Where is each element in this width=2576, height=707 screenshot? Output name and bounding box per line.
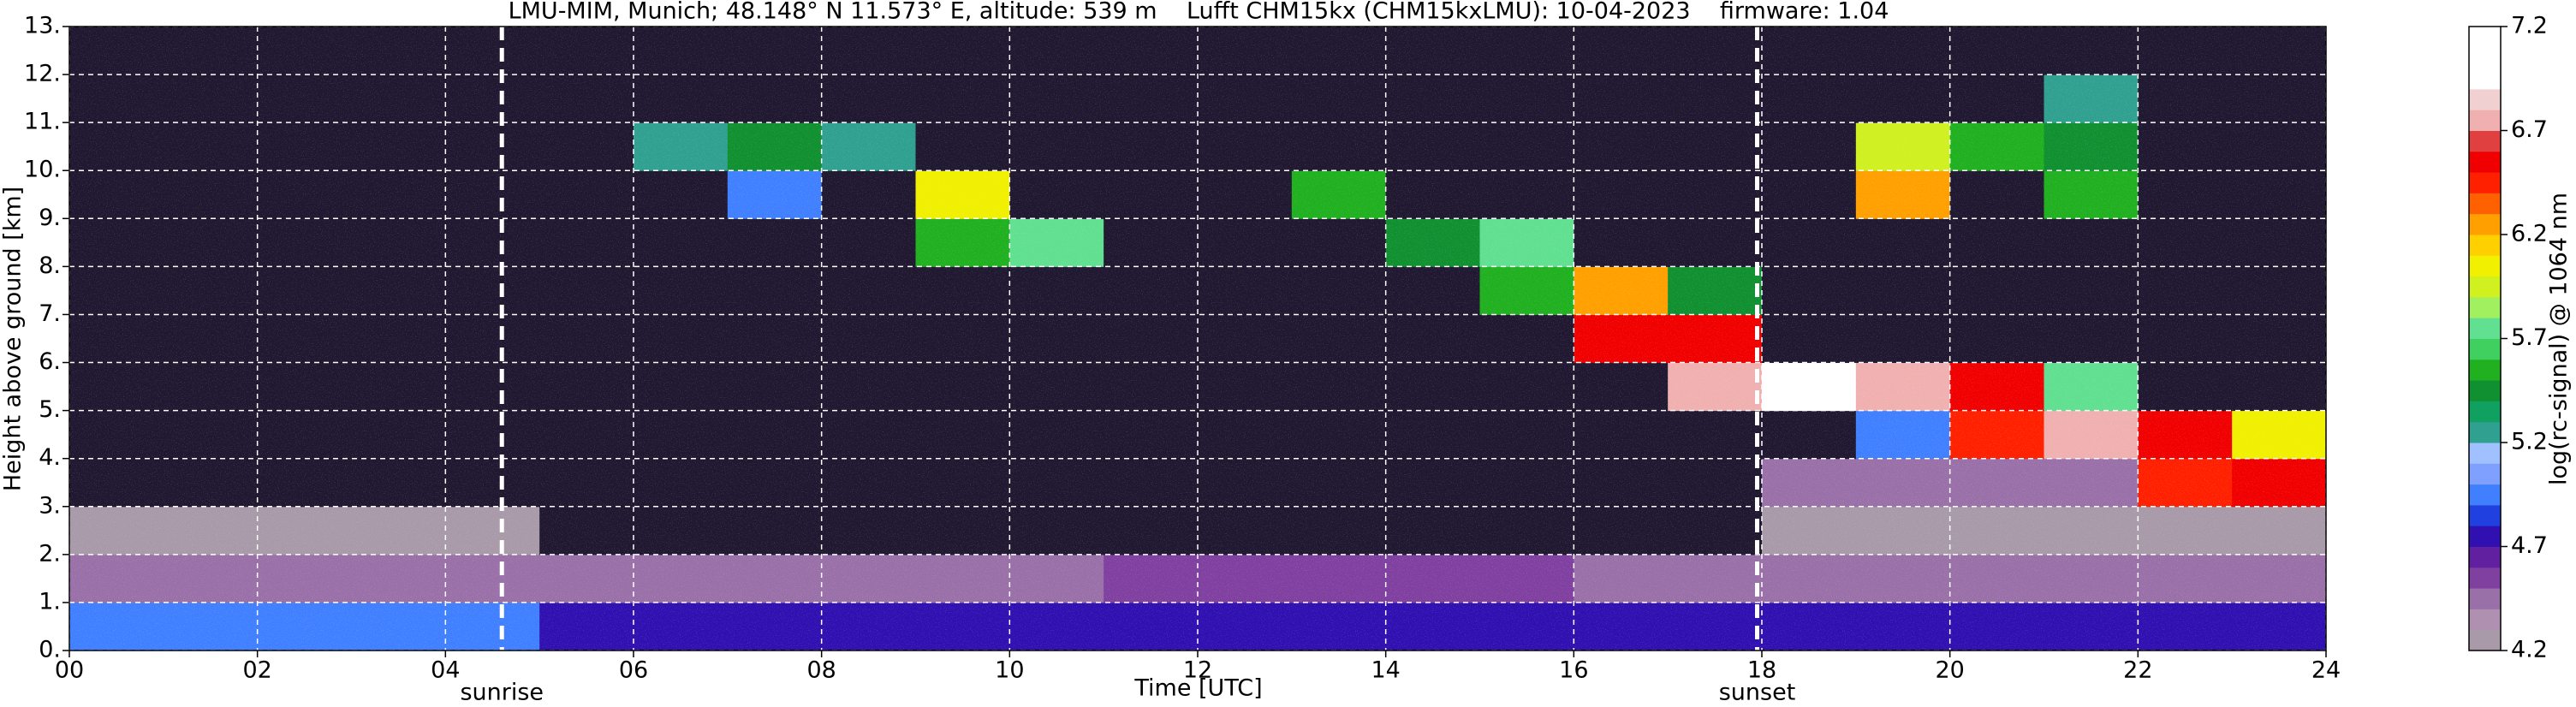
colorbar-segment: [2469, 193, 2501, 215]
x-tick-label: 08: [806, 657, 836, 684]
colorbar-segment: [2469, 130, 2501, 152]
colorbar-tick-label: 6.7: [2511, 116, 2548, 143]
x-tick-label: 20: [1935, 657, 1964, 684]
x-tick-label: 18: [1747, 657, 1776, 684]
colorbar-segment: [2469, 526, 2501, 547]
event-label: sunset: [1719, 680, 1796, 706]
x-tick-label: 06: [619, 657, 648, 684]
colorbar-segment: [2469, 151, 2501, 173]
colorbar-label: log(rc-signal) @ 1064 nm: [2546, 193, 2573, 485]
colorbar-segment: [2469, 546, 2501, 568]
x-tick-label: 14: [1371, 657, 1400, 684]
y-axis-label: Height above ground [km]: [0, 187, 27, 491]
colorbar-segment: [2469, 276, 2501, 298]
colorbar-segment: [2469, 401, 2501, 423]
colorbar-segment: [2469, 380, 2501, 401]
x-axis-label: Time [UTC]: [1133, 675, 1262, 702]
y-tick-label: 11.: [24, 109, 61, 135]
colorbar-segment: [2469, 255, 2501, 277]
colorbar-tick-label: 4.7: [2511, 532, 2548, 559]
x-tick-label: 16: [1559, 657, 1588, 684]
y-tick-label: 1.: [39, 588, 61, 615]
colorbar-segment: [2469, 110, 2501, 131]
colorbar-tick-label: 5.7: [2511, 324, 2548, 351]
colorbar-segment: [2469, 629, 2501, 651]
y-tick-label: 9.: [39, 205, 61, 231]
colorbar-tick-label: 5.2: [2511, 429, 2548, 455]
colorbar-segment: [2469, 484, 2501, 506]
y-tick-label: 5.: [39, 396, 61, 423]
colorbar-segment: [2469, 588, 2501, 609]
x-tick-label: 24: [2311, 657, 2341, 684]
colorbar-segment: [2469, 359, 2501, 381]
y-tick-label: 12.: [24, 61, 61, 87]
x-tick-label: 04: [431, 657, 460, 684]
y-tick-label: 0.: [39, 637, 61, 663]
y-tick-label: 10.: [24, 157, 61, 183]
colorbar-segment: [2469, 68, 2501, 90]
colorbar-segment: [2469, 504, 2501, 526]
colorbar-segment: [2469, 443, 2501, 464]
y-tick-label: 6.: [39, 348, 61, 375]
colorbar-tick-label: 4.2: [2511, 637, 2548, 663]
y-tick-label: 8.: [39, 253, 61, 279]
colorbar-segment: [2469, 463, 2501, 485]
colorbar-segment: [2469, 47, 2501, 69]
colorbar-segment: [2469, 172, 2501, 193]
x-tick-label: 10: [995, 657, 1024, 684]
y-tick-label: 2.: [39, 540, 61, 567]
y-tick-label: 13.: [24, 13, 61, 39]
colorbar-segment: [2469, 338, 2501, 360]
x-tick-label: 12: [1183, 657, 1212, 684]
colorbar-segment: [2469, 567, 2501, 589]
colorbar-segment: [2469, 235, 2501, 256]
plot-frame: [68, 26, 2327, 651]
colorbar-segment: [2469, 318, 2501, 339]
event-label: sunrise: [460, 680, 544, 706]
colorbar-segment: [2469, 296, 2501, 318]
colorbar-segment: [2469, 421, 2501, 443]
x-tick-label: 00: [55, 657, 84, 684]
y-tick-label: 3.: [39, 492, 61, 519]
y-tick-label: 7.: [39, 300, 61, 327]
colorbar-tick-label: 7.2: [2511, 13, 2548, 39]
colorbar-segment: [2469, 88, 2501, 110]
chart-title: LMU-MIM, Munich; 48.148° N 11.573° E, al…: [509, 0, 1889, 25]
colorbar-segment: [2469, 609, 2501, 631]
y-tick-label: 4.: [39, 444, 61, 471]
colorbar-segment: [2469, 27, 2501, 48]
colorbar-tick-label: 6.2: [2511, 221, 2548, 247]
colorbar-segment: [2469, 213, 2501, 235]
x-tick-label: 22: [2123, 657, 2152, 684]
x-tick-label: 02: [242, 657, 271, 684]
